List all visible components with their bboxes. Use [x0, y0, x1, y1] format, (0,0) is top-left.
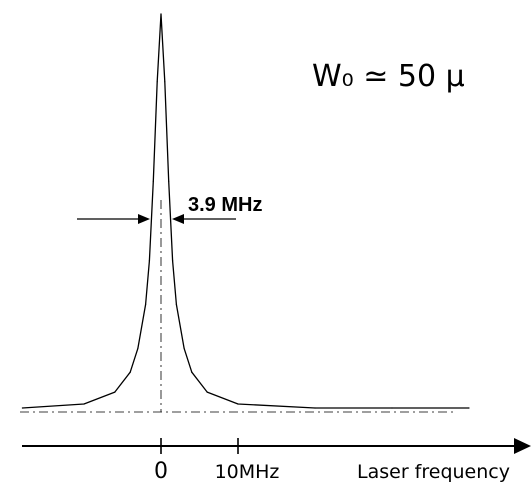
curve-layer	[21, 13, 470, 409]
spectrum-point	[175, 303, 177, 306]
spectrum-point	[468, 407, 470, 409]
spectrum-point	[145, 303, 147, 306]
spectrum-point	[206, 391, 208, 393]
spectrum-point	[391, 407, 393, 409]
spectrum-point	[21, 407, 23, 409]
linewidth-label: 3.9 MHz	[188, 194, 262, 216]
spectrum-point	[152, 180, 154, 182]
x-axis-label: Laser frequency	[357, 461, 510, 483]
spectrum-point	[314, 407, 316, 409]
spectrum-point	[137, 347, 139, 349]
tick-label-10mhz: 10MHz	[215, 461, 280, 483]
frequency-axis-arrowhead	[514, 438, 531, 454]
spectrum-point	[172, 260, 174, 262]
annotation-layer: 3.9 MHz W₀ ≃ 50 μ	[77, 59, 465, 224]
spectrum-point	[183, 347, 185, 349]
width-parameter-label: W₀ ≃ 50 μ	[312, 59, 465, 94]
spectrum-point	[114, 391, 116, 393]
tick-label-0: 0	[154, 459, 168, 484]
spectrum-point	[129, 371, 131, 373]
spectrum-point	[160, 13, 162, 15]
spectrum-point	[191, 371, 193, 373]
axis-layer: 0 10MHz Laser frequency	[20, 200, 531, 484]
fwhm-right-arrowhead	[172, 214, 184, 224]
spectrum-point	[83, 403, 85, 405]
spectrum-point	[168, 180, 170, 182]
spectrum-point	[156, 81, 158, 83]
fwhm-left-arrowhead	[138, 214, 150, 224]
spectrum-point	[148, 260, 150, 262]
spectrum-point	[237, 403, 239, 405]
spectrum-point	[164, 81, 166, 83]
